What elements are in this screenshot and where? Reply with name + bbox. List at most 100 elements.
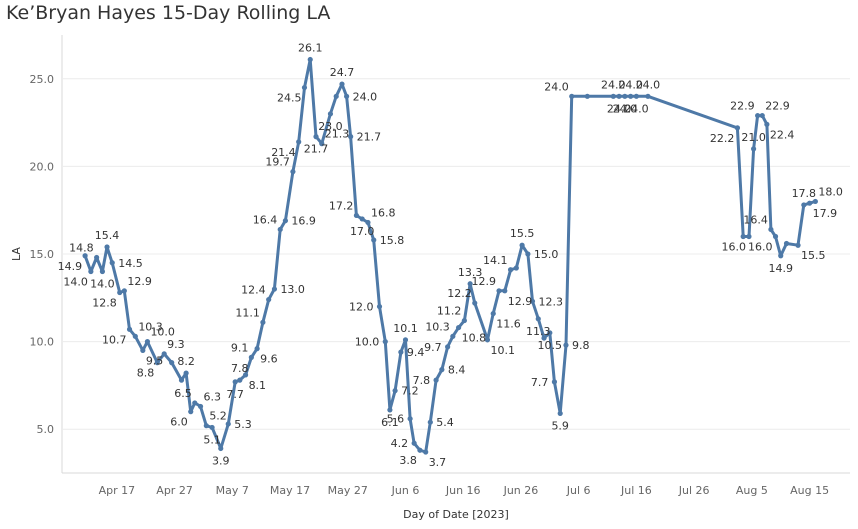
data-point[interactable] — [301, 84, 308, 91]
data-point[interactable] — [126, 326, 133, 332]
data-point[interactable] — [616, 93, 622, 99]
data-point[interactable] — [407, 416, 413, 422]
data-point[interactable] — [209, 424, 215, 431]
data-point[interactable] — [439, 367, 445, 373]
data-point[interactable] — [529, 298, 536, 304]
data-point[interactable] — [353, 212, 360, 219]
data-point[interactable] — [237, 377, 243, 383]
data-point[interactable] — [472, 300, 478, 306]
data-point[interactable] — [169, 360, 175, 366]
data-point[interactable] — [319, 141, 325, 147]
data-point[interactable] — [260, 319, 266, 325]
data-point[interactable] — [277, 226, 283, 233]
data-point[interactable] — [192, 400, 198, 406]
data-point[interactable] — [519, 242, 525, 248]
data-point[interactable] — [584, 93, 590, 99]
data-point[interactable] — [327, 111, 334, 117]
data-point[interactable] — [99, 268, 106, 275]
data-point[interactable] — [445, 344, 451, 350]
data-point[interactable] — [271, 286, 278, 292]
data-point[interactable] — [140, 347, 146, 353]
data-point[interactable] — [427, 419, 433, 425]
data-point[interactable] — [746, 233, 752, 240]
data-point[interactable] — [628, 93, 634, 99]
data-point[interactable] — [759, 112, 765, 119]
data-point[interactable] — [461, 317, 467, 324]
data-point[interactable] — [764, 121, 770, 127]
data-point[interactable] — [218, 445, 224, 452]
data-point[interactable] — [178, 377, 185, 383]
data-point[interactable] — [569, 93, 575, 99]
data-point[interactable] — [232, 379, 238, 385]
data-point[interactable] — [266, 296, 272, 303]
data-point[interactable] — [104, 244, 110, 250]
data-point[interactable] — [188, 409, 194, 415]
data-point[interactable] — [82, 253, 88, 259]
data-point[interactable] — [254, 346, 260, 352]
data-point[interactable] — [248, 354, 254, 360]
data-point[interactable] — [450, 333, 456, 339]
data-point[interactable] — [203, 423, 209, 429]
data-point[interactable] — [296, 139, 302, 145]
data-point[interactable] — [359, 216, 365, 222]
data-point[interactable] — [490, 310, 496, 317]
data-point[interactable] — [109, 260, 115, 266]
data-point[interactable] — [525, 251, 531, 257]
data-point[interactable] — [344, 93, 350, 99]
data-point[interactable] — [411, 440, 417, 446]
data-point[interactable] — [433, 377, 439, 383]
data-point[interactable] — [622, 93, 628, 99]
data-point[interactable] — [768, 226, 774, 233]
data-point[interactable] — [772, 233, 779, 240]
data-point[interactable] — [402, 337, 409, 343]
data-point[interactable] — [740, 233, 746, 240]
data-point[interactable] — [610, 93, 616, 99]
data-point[interactable] — [365, 219, 371, 226]
data-point[interactable] — [535, 316, 541, 322]
data-point[interactable] — [392, 388, 398, 394]
data-point[interactable] — [371, 237, 377, 243]
data-point[interactable] — [778, 253, 784, 259]
data-point[interactable] — [161, 351, 167, 357]
data-point[interactable] — [376, 303, 383, 310]
data-point[interactable] — [339, 81, 345, 87]
data-point[interactable] — [313, 134, 319, 140]
data-point[interactable] — [633, 93, 640, 99]
data-point[interactable] — [121, 288, 127, 294]
data-point[interactable] — [484, 337, 491, 343]
data-point[interactable] — [382, 339, 388, 345]
data-point[interactable] — [88, 268, 94, 275]
data-point[interactable] — [94, 254, 100, 261]
data-point[interactable] — [755, 112, 761, 119]
data-point[interactable] — [398, 349, 404, 355]
data-point[interactable] — [547, 330, 553, 336]
data-point[interactable] — [197, 403, 204, 410]
data-point[interactable] — [645, 93, 651, 99]
data-point[interactable] — [154, 360, 160, 366]
data-point[interactable] — [417, 447, 423, 453]
data-point[interactable] — [242, 372, 249, 378]
data-point[interactable] — [144, 339, 151, 345]
data-point[interactable] — [783, 240, 790, 247]
data-point[interactable] — [117, 289, 123, 296]
data-point[interactable] — [333, 93, 339, 99]
data-point[interactable] — [225, 421, 231, 427]
data-point[interactable] — [557, 410, 563, 417]
data-point[interactable] — [348, 134, 354, 140]
data-point[interactable] — [387, 407, 393, 413]
data-point[interactable] — [734, 125, 741, 131]
data-point[interactable] — [551, 379, 558, 385]
data-point[interactable] — [806, 200, 813, 206]
data-point[interactable] — [282, 218, 289, 224]
data-point[interactable] — [455, 324, 462, 331]
data-point[interactable] — [132, 333, 138, 339]
data-point[interactable] — [513, 265, 519, 271]
data-point[interactable] — [750, 146, 757, 152]
data-point[interactable] — [307, 56, 313, 63]
data-point[interactable] — [423, 449, 429, 455]
data-point[interactable] — [290, 169, 296, 175]
data-point[interactable] — [183, 370, 189, 376]
data-point[interactable] — [507, 267, 514, 273]
data-point[interactable] — [541, 335, 547, 341]
data-point[interactable] — [496, 288, 502, 294]
